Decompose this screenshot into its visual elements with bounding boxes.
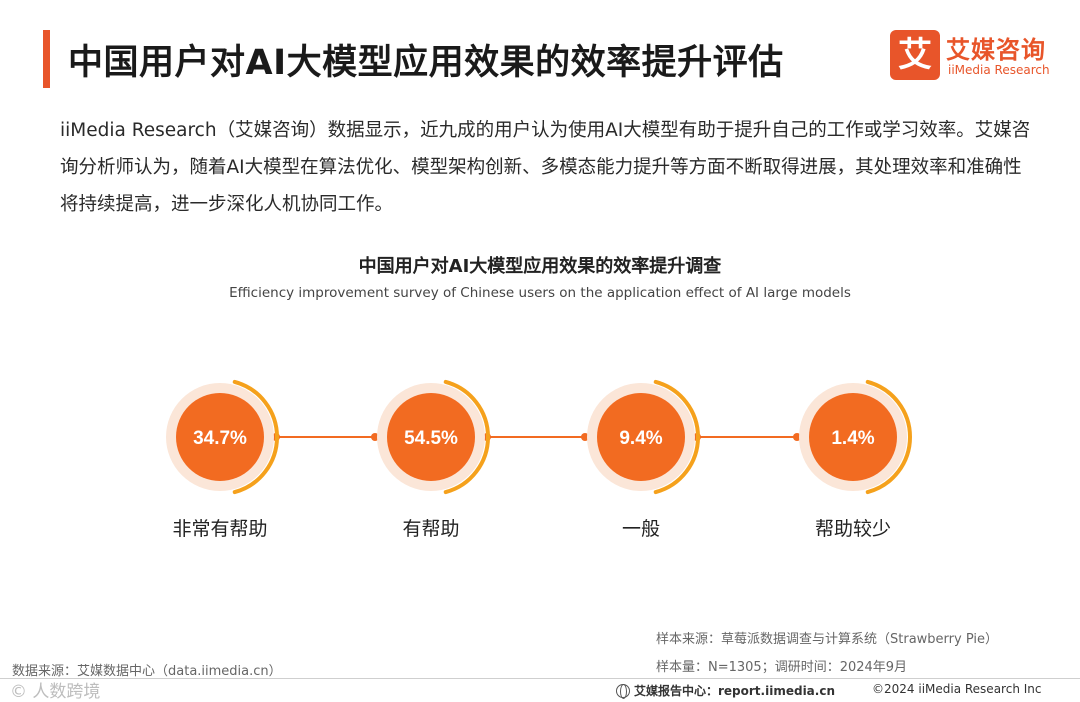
bubble-chart: 34.7% 54.5% 9.4% 1.4% — [166, 379, 912, 495]
data-source-note: 数据来源：艾媒数据中心（data.iimedia.cn） — [12, 664, 282, 679]
copyright: ©2024 iiMedia Research Inc — [872, 682, 1042, 696]
title-accent-bar — [43, 30, 50, 88]
logo-name-en: iiMedia Research — [948, 63, 1050, 77]
bubble-circle — [809, 393, 897, 481]
bubble-circle — [387, 393, 475, 481]
data-label: 34.7% — [193, 428, 247, 449]
report-center-text: 艾媒报告中心：report.iimedia.cn — [634, 684, 835, 698]
bubble-arc — [865, 379, 912, 495]
bubble-circle — [176, 393, 264, 481]
page-title: 中国用户对AI大模型应用效果的效率提升评估 — [68, 43, 784, 83]
logo-mark-icon: 艾 — [890, 30, 940, 80]
intro-paragraph: iiMedia Research（艾媒咨询）数据显示，近九成的用户认为使用AI大… — [60, 120, 1031, 215]
category-label: 非常有帮助 — [172, 518, 268, 540]
footer-divider — [0, 678, 1080, 679]
bubble-arc — [443, 379, 490, 495]
connector-dot — [371, 433, 379, 441]
data-label: 9.4% — [619, 428, 662, 449]
globe-icon — [616, 684, 630, 699]
bubble-arc — [653, 379, 700, 495]
brand-logo: 艾 艾媒咨询 iiMedia Research — [890, 30, 1060, 82]
report-center-link[interactable]: 艾媒报告中心：report.iimedia.cn — [616, 682, 835, 699]
chart-subtitle: Efficiency improvement survey of Chinese… — [229, 285, 851, 301]
data-label: 1.4% — [831, 428, 874, 449]
data-label: 54.5% — [404, 428, 458, 449]
chart-title: 中国用户对AI大模型应用效果的效率提升调查 — [358, 256, 722, 277]
connector-dot — [793, 433, 801, 441]
watermark: © 人数跨境 — [10, 682, 101, 702]
connector-dot — [581, 433, 589, 441]
sample-source-note: 样本来源：草莓派数据调查与计算系统（Strawberry Pie） — [656, 632, 998, 647]
bubble-arc — [232, 379, 279, 495]
logo-name-cn: 艾媒咨询 — [946, 36, 1046, 64]
bubble-circle — [597, 393, 685, 481]
sample-size-note: 样本量：N=1305；调研时间：2024年9月 — [656, 660, 908, 675]
category-label: 有帮助 — [402, 518, 460, 540]
category-label: 一般 — [621, 518, 660, 540]
category-label: 帮助较少 — [814, 518, 891, 540]
